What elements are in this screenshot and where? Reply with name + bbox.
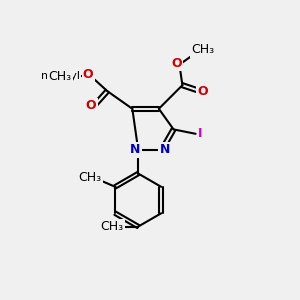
Text: O: O — [86, 99, 96, 112]
Text: CH₃: CH₃ — [191, 44, 214, 56]
Text: CH₃: CH₃ — [49, 70, 72, 83]
Text: N: N — [160, 143, 170, 157]
Text: I: I — [198, 127, 202, 140]
Text: O: O — [83, 68, 94, 81]
Text: methyl: methyl — [41, 71, 80, 81]
Text: O: O — [198, 85, 208, 98]
Text: CH₃: CH₃ — [100, 220, 123, 233]
Text: N: N — [130, 143, 140, 157]
Text: O: O — [171, 57, 182, 70]
Text: CH₃: CH₃ — [79, 172, 102, 184]
